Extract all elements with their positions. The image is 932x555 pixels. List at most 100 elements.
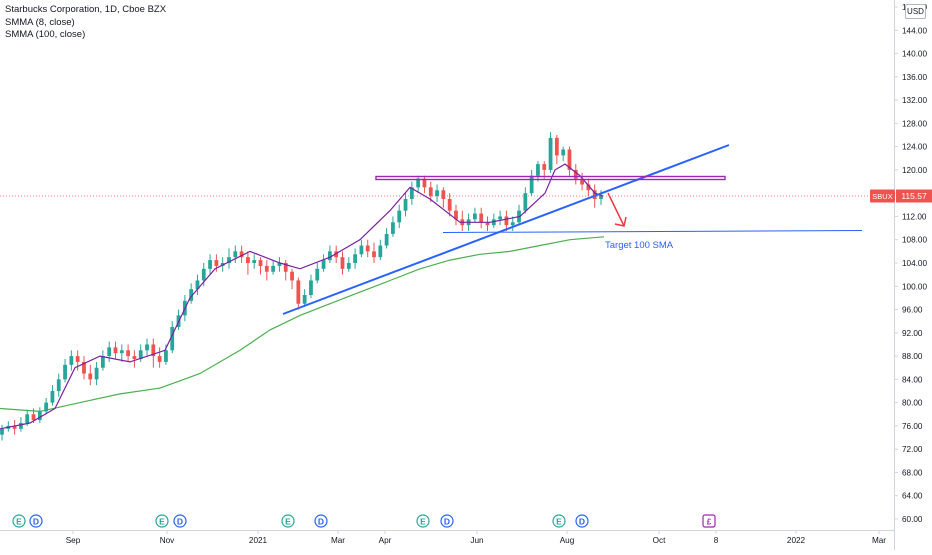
candle-body <box>157 356 162 362</box>
symbol-tag-bg <box>870 189 895 203</box>
time-tick-label: Oct <box>653 536 666 545</box>
candle-body <box>37 411 42 421</box>
dividends-icon[interactable] <box>440 514 454 528</box>
candle-body <box>580 178 584 185</box>
currency-button[interactable]: USD <box>905 4 926 19</box>
price-tick-label: 108.00 <box>902 236 927 245</box>
target-annotation[interactable]: Target 100 SMA <box>605 240 674 251</box>
ascending-trendline[interactable] <box>282 144 730 315</box>
indicator-smma-8[interactable]: SMMA (8, close) <box>5 16 75 28</box>
dividends-icon[interactable] <box>314 514 328 528</box>
candle-body <box>359 245 364 255</box>
candle-body <box>271 265 276 272</box>
earnings-icon-letter: E <box>16 517 22 527</box>
indicator-smma-100[interactable]: SMMA (100, close) <box>5 29 86 40</box>
symbol-title[interactable]: Starbucks Corporation, 1D, Cboe BZX <box>5 4 167 15</box>
candle-body <box>50 391 55 403</box>
time-axis[interactable]: Sep Nov 2021 Mar Apr Jun Aug Oct 8 2022 Mar <box>66 530 887 545</box>
candle-body <box>428 187 433 197</box>
earnings-icon-letter: E <box>159 517 165 527</box>
candle-body <box>573 169 578 179</box>
price-tick-label: 104.00 <box>902 259 927 268</box>
dividends-icon-letter: D <box>318 517 324 527</box>
price-tick-label: 100.00 <box>902 282 927 291</box>
candle-body <box>340 257 345 269</box>
event-marker-group-2[interactable]: E D <box>155 514 187 528</box>
candle-body <box>391 222 395 234</box>
earnings-icon[interactable] <box>281 514 295 528</box>
candle-body <box>145 344 149 351</box>
price-tick-label: 120.00 <box>902 166 927 175</box>
earnings-icon[interactable] <box>552 514 566 528</box>
earnings-icon-letter: E <box>556 517 562 527</box>
candle-body <box>69 356 74 365</box>
candle-body <box>548 137 553 170</box>
earnings-icon-letter: E <box>420 517 426 527</box>
candle-body <box>542 164 547 170</box>
candle-body <box>119 350 124 354</box>
event-marker-group-5[interactable]: E D <box>552 514 589 528</box>
candle-body <box>592 190 597 199</box>
earnings-icon[interactable] <box>12 514 26 528</box>
price-tick-label: 88.00 <box>902 352 923 361</box>
price-tick-label: 112.00 <box>902 212 927 221</box>
candle-body <box>214 260 219 266</box>
projection-arrow-shaft[interactable] <box>607 192 625 227</box>
candle-body <box>283 263 288 272</box>
drawings[interactable]: Target 100 SMA <box>282 144 863 315</box>
candle-body <box>435 190 439 197</box>
event-marker-group-3[interactable]: E D <box>281 514 328 528</box>
candle-body <box>441 190 446 199</box>
candle-body <box>264 265 269 272</box>
target-level-line[interactable] <box>442 230 863 233</box>
candle-body <box>302 295 307 304</box>
candle-body <box>315 268 320 281</box>
candle-body <box>100 356 105 368</box>
candle-body <box>485 222 490 226</box>
candle-body <box>88 373 93 380</box>
smma-8-series <box>0 163 604 430</box>
candle-body <box>12 425 17 429</box>
candle-body <box>290 271 294 281</box>
candle-body <box>554 137 559 156</box>
candle-body <box>309 280 313 295</box>
dividends-icon[interactable] <box>575 514 589 528</box>
candle-body <box>504 216 509 226</box>
candle-body <box>372 251 376 258</box>
event-marker-group-1[interactable]: E D <box>12 514 43 528</box>
candle-body <box>94 367 99 380</box>
price-tick-label: 132.00 <box>902 96 927 105</box>
candle-body <box>498 216 503 220</box>
event-marker-group-6[interactable]: £ <box>702 514 716 528</box>
earnings-icon[interactable] <box>155 514 169 528</box>
price-tick-label: 92.00 <box>902 329 923 338</box>
candle-body <box>321 260 326 269</box>
time-tick-label: 2022 <box>787 536 806 545</box>
candle-body <box>19 423 23 429</box>
earnings-icon[interactable] <box>416 514 430 528</box>
candle-body <box>561 149 566 156</box>
chart-legend: Starbucks Corporation, 1D, Cboe BZX SMMA… <box>5 4 166 42</box>
resistance-zone[interactable] <box>375 175 726 181</box>
candle-body <box>56 379 61 391</box>
candle-body <box>479 213 484 223</box>
event-markers[interactable]: E D E D E D E D <box>12 514 716 528</box>
event-marker-group-4[interactable]: E D <box>416 514 454 528</box>
time-tick-label: Mar <box>872 536 886 545</box>
current-price-tag: SBUX 115.57 <box>0 189 932 203</box>
candle-body <box>63 364 67 380</box>
dividends-icon[interactable] <box>173 514 187 528</box>
candle-body <box>277 263 282 266</box>
time-tick-label: Jun <box>470 536 484 545</box>
candle-body <box>227 257 231 263</box>
split-icon[interactable] <box>702 514 716 528</box>
candle-body <box>126 350 130 357</box>
time-tick-label: Nov <box>160 536 175 545</box>
dividends-icon[interactable] <box>29 514 43 528</box>
time-tick-label: 2021 <box>249 536 268 545</box>
candle-body <box>491 219 496 226</box>
candle-body <box>447 199 452 211</box>
candle-body <box>239 251 244 258</box>
